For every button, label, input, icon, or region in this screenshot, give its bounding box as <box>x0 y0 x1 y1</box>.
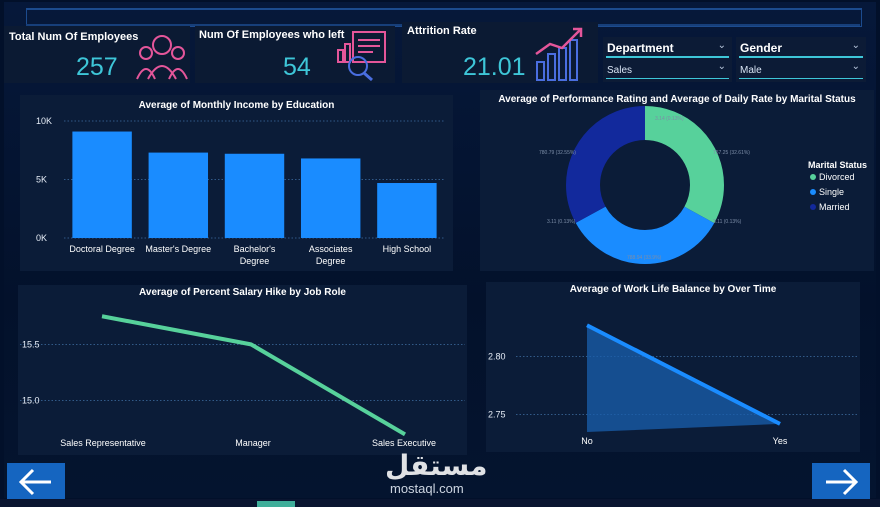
bottom-bar <box>0 499 880 507</box>
report-search-icon <box>337 31 386 82</box>
bar <box>300 158 361 238</box>
x-tick-label: Degree <box>240 256 270 266</box>
slice-label: 3.11 (0.13%) <box>547 219 576 225</box>
gender-dropdown-underline <box>739 78 863 79</box>
growth-chart-icon <box>535 27 583 81</box>
salary-hike-panel: Average of Percent Salary Hike by Job Ro… <box>18 285 467 455</box>
x-tick-label: Yes <box>773 436 788 446</box>
arrow-left-icon <box>18 468 51 496</box>
legend-label: Single <box>819 187 844 197</box>
worklife-area-chart: 2.75 2.80 No Yes <box>488 323 858 446</box>
legend-title: Marital Status <box>808 160 867 170</box>
series-line <box>586 323 781 426</box>
legend-marker <box>810 204 816 210</box>
team-icon <box>136 35 188 80</box>
gender-slicer-title: Gender <box>740 41 783 55</box>
slice-label: 3.14 (0.13%) <box>655 116 684 122</box>
slice-label: 3.11 (0.13%) <box>713 219 742 225</box>
department-dropdown-underline <box>606 78 729 79</box>
kpi-total-employees-card: Total Num Of Employees 257 <box>4 26 190 83</box>
y-tick-label: 15.0 <box>22 396 40 406</box>
mostaql-watermark: مستقل mostaql.com <box>385 449 488 496</box>
bar <box>72 131 132 238</box>
slice-label: 788.94 (33.9%) <box>627 255 662 261</box>
y-tick-label: 0K <box>36 233 47 243</box>
salary-line-chart: 15.0 15.5 Sales Representative Manager Sales… <box>20 314 465 448</box>
gender-dropdown-chevron-icon[interactable]: ⌄ <box>851 61 860 72</box>
y-tick-label: 2.80 <box>488 352 506 362</box>
page-tab-indicator[interactable] <box>257 501 295 507</box>
salary-chart-title: Average of Percent Salary Hike by Job Ro… <box>139 287 346 298</box>
department-dropdown-chevron-icon[interactable]: ⌄ <box>717 61 726 72</box>
series-line <box>101 314 407 437</box>
legend-marker <box>810 189 816 195</box>
department-slicer-rule <box>606 56 729 58</box>
x-tick-label: No <box>581 436 593 446</box>
legend-marker <box>810 174 816 180</box>
watermark-arabic: مستقل <box>385 449 488 482</box>
kpi-attrition-title: Attrition Rate <box>407 25 477 37</box>
y-tick-label: 2.75 <box>488 410 506 420</box>
marital-donut-chart: 3.14 (0.13%) 757.25 (32.61%) 3.11 (0.13%) 7… <box>539 106 867 264</box>
y-tick-label: 15.5 <box>22 339 40 349</box>
gender-slicer-rule <box>739 56 863 58</box>
chevron-down-icon[interactable]: ⌄ <box>717 40 726 51</box>
donut-slice <box>566 106 724 264</box>
income-chart-title: Average of Monthly Income by Education <box>138 100 335 111</box>
kpi-attrition-value: 21.01 <box>463 53 526 81</box>
x-tick-label: Sales Representative <box>60 438 146 448</box>
x-tick-label: Associates <box>309 244 353 254</box>
kpi-employees-left-card: Num Of Employees who left 54 <box>195 26 395 83</box>
x-tick-label: Master's Degree <box>145 244 211 254</box>
y-tick-label: 5K <box>36 175 47 185</box>
x-tick-label: Bachelor's <box>234 244 276 254</box>
department-selected-value[interactable]: Sales <box>607 65 633 76</box>
next-page-button[interactable] <box>812 463 870 501</box>
kpi-total-employees-title: Total Num Of Employees <box>9 31 139 43</box>
watermark-latin: mostaql.com <box>390 481 464 496</box>
kpi-attrition-card: Attrition Rate 21.01 <box>402 22 598 83</box>
donut-chart-title: Average of Performance Rating and Averag… <box>498 94 856 105</box>
bar <box>377 183 437 238</box>
chevron-down-icon[interactable]: ⌄ <box>851 40 860 51</box>
department-slicer: Department ⌄ Sales ⌄ <box>603 37 732 82</box>
x-tick-label: Sales Executive <box>372 438 436 448</box>
x-tick-label: Manager <box>235 438 271 448</box>
kpi-employees-left-title: Num Of Employees who left <box>199 29 345 41</box>
arrow-right-icon <box>826 468 859 496</box>
income-bar-chart: 0K 5K 10K Doctoral Degree Master's Degree Bac… <box>36 116 445 266</box>
x-tick-label: Doctoral Degree <box>69 244 135 254</box>
slice-label: 757.25 (32.61%) <box>713 150 750 156</box>
gender-selected-value[interactable]: Male <box>740 65 762 76</box>
bar <box>224 153 285 238</box>
x-tick-label: Degree <box>316 256 346 266</box>
income-by-education-panel: Average of Monthly Income by Education 0… <box>20 95 453 271</box>
previous-page-button[interactable] <box>7 463 65 501</box>
legend-label: Married <box>819 202 850 212</box>
y-tick-label: 10K <box>36 116 52 126</box>
kpi-total-employees-value: 257 <box>76 53 118 81</box>
donut-slice <box>566 106 724 264</box>
worklife-chart-title: Average of Work Life Balance by Over Tim… <box>569 284 777 295</box>
work-life-panel: Average of Work Life Balance by Over Tim… <box>486 282 860 452</box>
slice-label: 780.79 (32.55%) <box>539 150 576 156</box>
gender-slicer: Gender ⌄ Male ⌄ <box>736 37 866 82</box>
x-tick-label: High School <box>383 244 432 254</box>
bar <box>148 152 209 238</box>
kpi-employees-left-value: 54 <box>283 53 311 81</box>
department-slicer-title: Department <box>607 41 674 55</box>
marital-status-panel: Average of Performance Rating and Averag… <box>480 90 874 271</box>
legend-label: Divorced <box>819 172 855 182</box>
